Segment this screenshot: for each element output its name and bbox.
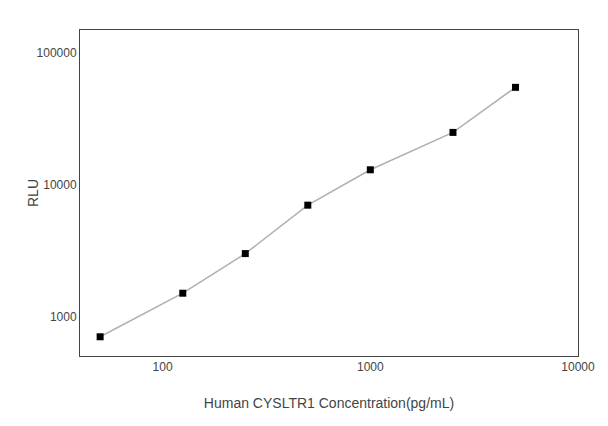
- svg-text:1000: 1000: [357, 360, 384, 374]
- svg-text:100: 100: [153, 360, 173, 374]
- svg-text:10000: 10000: [561, 360, 595, 374]
- svg-text:10000: 10000: [43, 178, 77, 192]
- svg-text:Human CYSLTR1 Concentration(pg: Human CYSLTR1 Concentration(pg/mL): [204, 395, 454, 411]
- svg-text:1000: 1000: [50, 310, 77, 324]
- svg-text:RLU: RLU: [25, 179, 41, 207]
- svg-text:100000: 100000: [37, 46, 77, 60]
